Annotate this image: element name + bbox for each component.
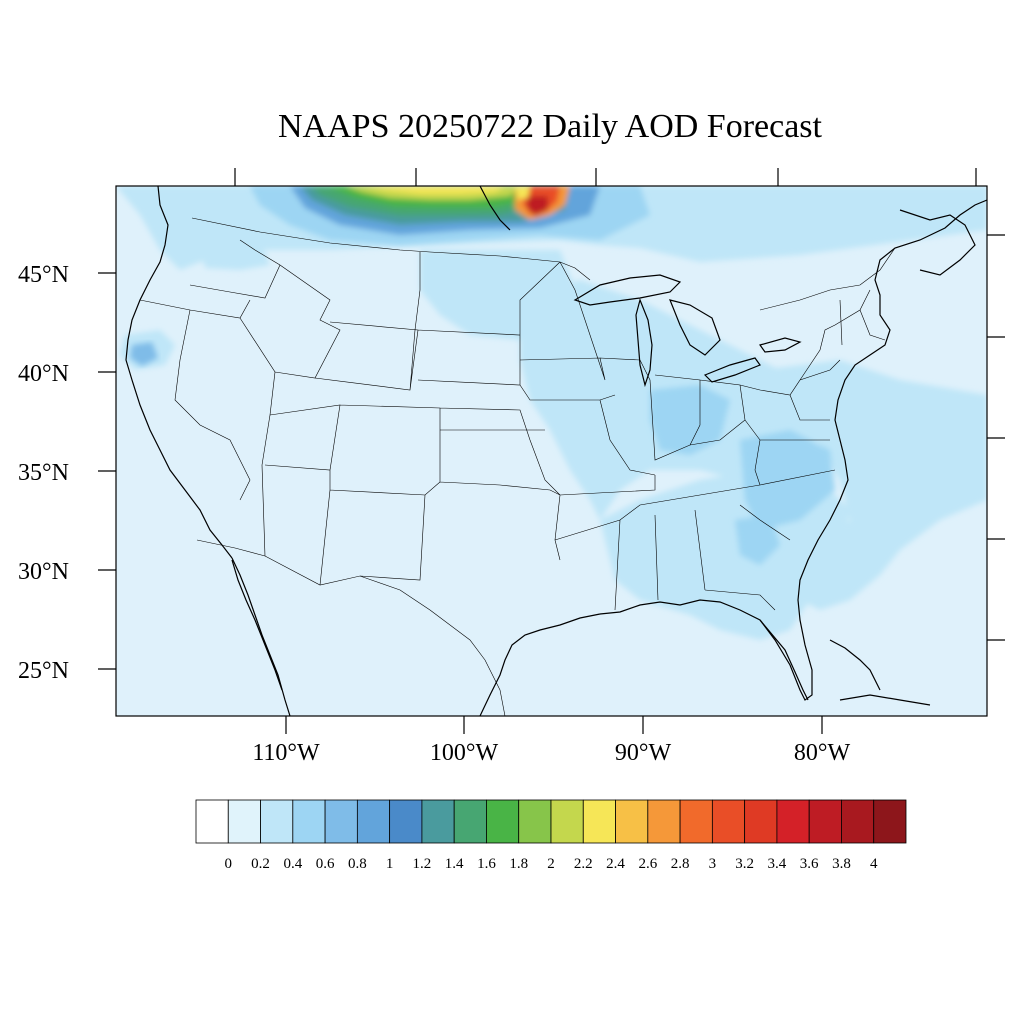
- aod-colorbar: 0 0.2 0.4 0.6 0.8 1 1.2 1.4 1.6 1.8 2 2.2 2.4 2.6 2.8 3…: [195, 799, 907, 872]
- colorbar-label: 4: [870, 856, 878, 872]
- colorbar-swatch: [711, 799, 746, 844]
- colorbar-label: 3.8: [832, 856, 851, 872]
- lat-label-40: 40°N: [18, 361, 69, 387]
- lat-label-30: 30°N: [18, 559, 69, 585]
- us-east-coastline: [797, 199, 987, 601]
- colorbar-label: 2.8: [671, 856, 690, 872]
- lake-michigan: [635, 298, 653, 388]
- colorbar-label: 1.2: [413, 856, 432, 872]
- colorbar-swatch: [615, 799, 649, 844]
- us-gulf-coastline: [599, 599, 813, 701]
- colorbar-swatch: [679, 799, 713, 844]
- lake-erie: [703, 357, 761, 383]
- lon-label-110: 110°W: [252, 740, 320, 766]
- colorbar-label: 2.2: [574, 856, 593, 872]
- hudson-bay-coast: [479, 186, 511, 231]
- west-coastline: [125, 186, 233, 559]
- florida-coastline: [759, 619, 809, 701]
- colorbar-swatch: [647, 799, 681, 844]
- colorbar-label: 0.6: [316, 856, 335, 872]
- lake-ontario: [759, 337, 802, 353]
- colorbar-label: 0.4: [283, 856, 302, 872]
- colorbar-label: 3.6: [800, 856, 819, 872]
- colorbar-label: 2: [547, 856, 555, 872]
- tick-marks: [98, 168, 1005, 734]
- colorbar-label: 3.4: [768, 856, 787, 872]
- colorbar-swatch: [421, 799, 455, 844]
- colorbar-label: 3: [709, 856, 717, 872]
- lat-label-25: 25°N: [18, 658, 69, 684]
- aod-region-western-atlantic: [760, 360, 987, 610]
- state-lines: [139, 239, 886, 611]
- cuba-coast: [839, 694, 931, 706]
- gulf-of-california-coast: [231, 559, 283, 691]
- colorbar-label: 3.2: [735, 856, 754, 872]
- us-mexico-border: [196, 539, 506, 716]
- colorbar-swatch: [453, 799, 487, 844]
- aod-region-carolinas: [740, 430, 835, 530]
- colorbar-label: 1.4: [445, 856, 464, 872]
- colorbar-label: 0.8: [348, 856, 367, 872]
- colorbar-label: 2.6: [638, 856, 657, 872]
- map-frame: [115, 185, 988, 717]
- lake-superior: [573, 274, 682, 306]
- plume-level-yellow-east: [515, 186, 530, 200]
- colorbar-label: 0.2: [251, 856, 270, 872]
- colorbar-swatch: [195, 799, 229, 844]
- colorbar-swatch: [389, 799, 423, 844]
- bahamas-islands: [829, 639, 881, 691]
- lat-label-35: 35°N: [18, 460, 69, 486]
- lon-label-80: 80°W: [794, 740, 851, 766]
- map-title: NAAPS 20250722 Daily AOD Forecast: [278, 108, 822, 145]
- us-canada-border: [191, 217, 896, 311]
- lake-huron: [669, 299, 721, 356]
- colorbar-swatch: [356, 799, 391, 844]
- colorbar-swatch: [518, 799, 552, 844]
- aod-region-georgia: [735, 515, 780, 565]
- plume-level-7: [365, 186, 505, 194]
- colorbar-swatch: [550, 799, 584, 844]
- colorbar-label: 1.8: [509, 856, 528, 872]
- colorbar-swatch: [776, 799, 810, 844]
- colorbar-swatch: [841, 799, 875, 844]
- mexico-gulf-coast: [479, 613, 601, 716]
- colorbar-label: 1.6: [477, 856, 496, 872]
- baja-coastline: [231, 557, 291, 716]
- colorbar-swatch: [292, 799, 326, 844]
- colorbar-swatch: [260, 799, 294, 844]
- lon-label-100: 100°W: [430, 740, 499, 766]
- nova-scotia-coast: [899, 209, 976, 276]
- aod-region-indiana-ohio: [650, 385, 730, 455]
- boundaries: [139, 217, 896, 716]
- colorbar-label: 0: [225, 856, 233, 872]
- lat-label-45: 45°N: [18, 262, 69, 288]
- colorbar-label: 1: [386, 856, 394, 872]
- colorbar-swatch: [227, 799, 261, 844]
- lon-labels: 110°W 100°W 90°W 80°W: [252, 740, 850, 766]
- lon-label-90: 90°W: [615, 740, 672, 766]
- colorbar-swatch: [873, 799, 907, 844]
- aod-region-ca-coast-peak: [130, 342, 158, 366]
- colorbar-swatch: [582, 799, 616, 844]
- aod-region-pacific-northwest: [200, 240, 270, 270]
- colorbar-swatch: [808, 799, 842, 844]
- colorbar-swatch: [744, 799, 778, 844]
- colorbar-swatch: [324, 799, 358, 844]
- coastlines: [125, 186, 987, 716]
- colorbar-label: 2.4: [606, 856, 625, 872]
- plume-level-10: [527, 196, 548, 216]
- aod-field: [116, 186, 987, 716]
- colorbar-swatch: [486, 799, 520, 844]
- lat-labels: 45°N 40°N 35°N 30°N 25°N: [18, 262, 69, 684]
